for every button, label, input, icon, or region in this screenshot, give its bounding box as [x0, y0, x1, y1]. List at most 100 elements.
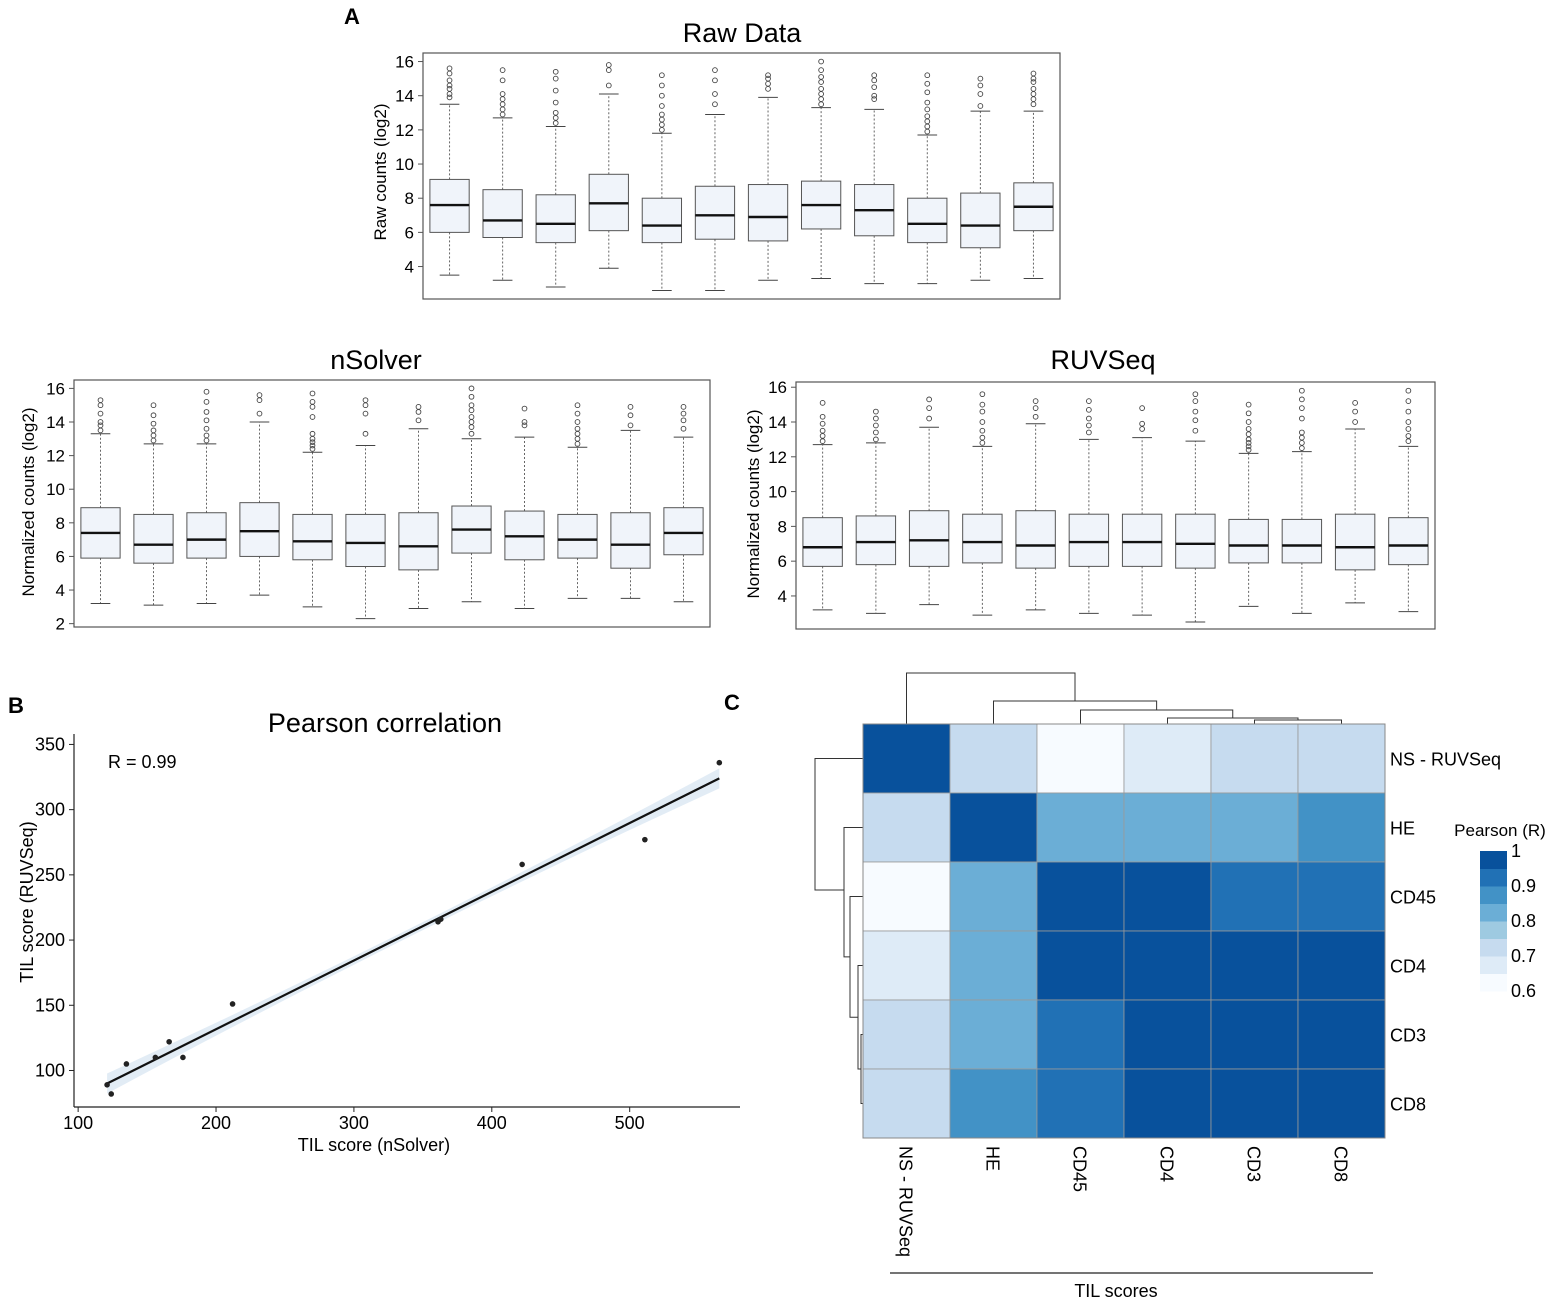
nsolver-box-7	[398, 404, 439, 610]
outlier-point	[924, 80, 931, 87]
regression-line	[106, 777, 720, 1085]
scatter-axes: 100 150 200 250 300 350 100 200 300 400 500	[35, 734, 740, 1133]
outlier-point	[362, 410, 369, 417]
legend-swatch	[1480, 956, 1507, 974]
iqr-box	[1175, 513, 1216, 569]
iqr-box	[133, 513, 174, 564]
nsolver-y-tick-label: 14	[46, 413, 65, 432]
heatmap-cell	[1036, 930, 1125, 1001]
heatmap-frame	[862, 723, 1386, 1139]
raw-y-tick-label: 16	[395, 53, 414, 72]
panel-label-b: B	[8, 693, 24, 718]
legend-title: Pearson (R)	[1454, 821, 1546, 840]
outlier-point	[256, 410, 263, 417]
iqr-box	[1068, 513, 1110, 567]
outlier-point	[150, 432, 157, 439]
outlier-point	[499, 67, 506, 73]
outlier-point	[819, 427, 826, 434]
outlier-point	[873, 415, 879, 422]
legend-swatch	[1480, 973, 1507, 992]
outlier-point	[659, 111, 665, 118]
ruvseq-y-tick-label: 14	[768, 413, 787, 432]
raw-box-11	[960, 75, 1001, 281]
outlier-point	[926, 405, 932, 411]
outlier-point	[521, 422, 528, 429]
outlier-point	[1139, 420, 1145, 427]
outlier-point	[926, 415, 932, 422]
heatmap-cell	[1297, 999, 1386, 1070]
outlier-point	[203, 432, 210, 439]
heatmap-cell	[862, 723, 951, 794]
iqr-box	[960, 192, 1001, 249]
outlier-point	[446, 86, 453, 92]
outlier-point	[1245, 443, 1252, 450]
scatter-y-tick-label: 300	[35, 800, 65, 820]
heatmap-cell	[1036, 861, 1125, 932]
top-dendrogram-branch	[993, 700, 1158, 724]
nsolver-y-tick-label: 12	[46, 447, 65, 466]
scatter-y-tick-label: 150	[35, 995, 65, 1015]
ruvseq-box-11	[1334, 400, 1376, 604]
outlier-point	[873, 436, 879, 443]
outlier-point	[468, 407, 475, 414]
outlier-point	[659, 121, 665, 128]
iqr-box	[239, 502, 280, 557]
outlier-point	[712, 67, 718, 73]
heatmap-cell	[1123, 999, 1212, 1070]
outlier-point	[1405, 426, 1412, 432]
left-dendrogram-branch	[814, 758, 863, 891]
scatter-point	[642, 836, 648, 843]
heatmap-row-label: CD4	[1390, 957, 1426, 977]
outlier-point	[446, 82, 453, 89]
outlier-point	[924, 113, 931, 120]
outlier-point	[1030, 75, 1037, 82]
outlier-point	[499, 101, 506, 108]
outlier-point	[924, 123, 931, 130]
raw-y-tick-label: 10	[395, 155, 414, 174]
outlier-point	[499, 96, 506, 102]
outlier-point	[1030, 91, 1037, 97]
iqr-box	[694, 185, 736, 240]
outlier-point	[873, 429, 879, 436]
heatmap-cell	[1210, 1068, 1299, 1139]
ruvseq-boxes	[802, 387, 1429, 623]
outlier-point	[1030, 96, 1037, 102]
outlier-point	[309, 446, 316, 452]
outlier-point	[818, 86, 824, 92]
legend-tick-label: 0.8	[1511, 911, 1536, 931]
ruvseq-box-4	[962, 391, 1003, 616]
outlier-point	[1245, 436, 1252, 443]
scatter-x-tick-label: 500	[615, 1113, 645, 1133]
raw-data-boxplot: Raw Data Raw counts (log2) 4 6 8 10 12 14 16	[371, 18, 1061, 300]
outlier-point	[446, 77, 453, 84]
outlier-point	[818, 96, 824, 102]
outlier-point	[979, 440, 986, 446]
outlier-point	[1245, 426, 1252, 432]
outlier-point	[979, 427, 986, 434]
nsolver-chart-title: nSolver	[330, 345, 422, 375]
ruvseq-box-1	[802, 400, 843, 611]
outlier-point	[605, 82, 612, 89]
outlier-point	[871, 84, 878, 91]
outlier-point	[1032, 405, 1039, 411]
heatmap-row-label: CD45	[1390, 888, 1436, 908]
outlier-point	[1245, 410, 1252, 417]
outlier-point	[309, 442, 316, 449]
outlier-point	[97, 397, 104, 404]
top-dendrogram-branch	[1254, 719, 1342, 724]
heatmap-cell	[1210, 999, 1299, 1070]
outlier-point	[574, 402, 581, 409]
outlier-point	[1030, 70, 1037, 77]
heatmap-cell	[949, 930, 1038, 1001]
legend-swatch	[1480, 903, 1507, 922]
heatmap-cell	[862, 999, 951, 1070]
outlier-point	[97, 402, 104, 409]
outlier-point	[468, 419, 475, 425]
nsolver-y-tick-label: 6	[56, 547, 65, 566]
nsolver-y-axis: 2 4 6 8 10 12 14 16	[46, 379, 74, 634]
nsolver-box-9	[504, 405, 545, 610]
outlier-point	[574, 410, 581, 417]
raw-box-5	[641, 72, 683, 291]
scatter-x-tick-label: 200	[201, 1113, 231, 1133]
outlier-point	[309, 404, 316, 410]
